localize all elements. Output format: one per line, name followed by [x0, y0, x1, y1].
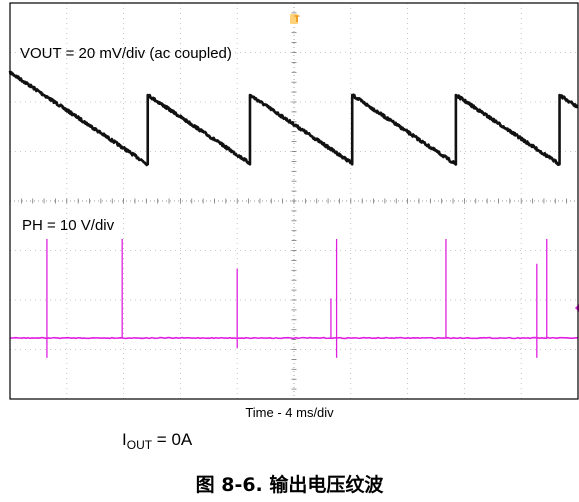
graticule: [9, 2, 579, 400]
test-condition: IOUT = 0A: [122, 430, 192, 452]
condition-subscript: OUT: [126, 438, 153, 452]
plot-frame: [9, 2, 579, 400]
ph-scale-label: PH = 10 V/div: [22, 217, 115, 234]
waveforms: [8, 70, 579, 358]
ph-baseline: [9, 336, 579, 340]
oscilloscope-plot: VOUT = 20 mV/div (ac coupled) PH = 10 V/…: [8, 2, 579, 400]
trigger-marker: T: [294, 14, 300, 24]
vout-trace: [8, 70, 579, 167]
trigger-marker-box: [290, 14, 298, 24]
x-axis-label: Time - 4 ms/div: [245, 405, 334, 420]
vout-scale-label: VOUT = 20 mV/div (ac coupled): [20, 45, 232, 62]
figure-caption: 图 8-6. 输出电压纹波: [195, 474, 384, 496]
condition-symbol: I: [122, 430, 127, 449]
condition-value: = 0A: [152, 430, 193, 449]
